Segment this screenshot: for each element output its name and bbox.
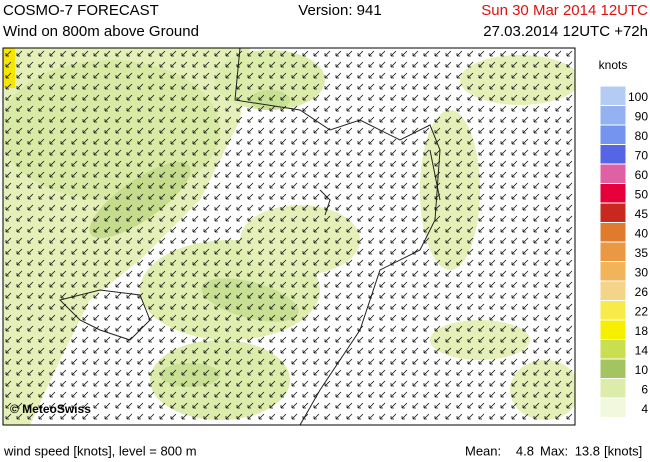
footer-unit: [knots] <box>604 443 642 458</box>
legend-label: 22 <box>635 304 649 318</box>
legend-label: 50 <box>635 187 649 201</box>
footer-description: wind speed [knots], level = 800 m <box>3 443 197 458</box>
title: COSMO-7 FORECAST <box>3 2 159 19</box>
legend-label: 70 <box>635 148 649 162</box>
legend-label: 100 <box>628 90 648 104</box>
legend-swatch <box>599 163 627 184</box>
legend-label: 40 <box>635 226 649 240</box>
version: Version: 941 <box>298 2 381 19</box>
legend-swatch <box>599 397 627 418</box>
legend-swatch <box>599 378 627 399</box>
legend-swatch <box>599 261 627 282</box>
legend: knots 100 90 80 70 60 50 45 40 35 30 26 22 18 14 10 6 4 <box>599 58 649 418</box>
mean-label: Mean: <box>465 443 501 458</box>
run-time: 27.03.2014 12UTC +72h <box>483 23 648 40</box>
legend-swatch <box>599 319 627 340</box>
legend-swatch <box>599 183 627 204</box>
legend-label: 14 <box>635 343 649 357</box>
map-frame <box>2 47 576 426</box>
legend-label: 45 <box>635 207 649 221</box>
legend-unit: knots <box>599 58 628 72</box>
legend-swatch <box>599 339 627 360</box>
legend-swatch <box>599 144 627 165</box>
legend-swatch <box>599 124 627 145</box>
legend-swatch <box>599 241 627 262</box>
legend-swatch <box>599 358 627 379</box>
legend-label: 10 <box>635 363 649 377</box>
legend-label: 18 <box>635 324 649 338</box>
legend-swatch <box>599 202 627 223</box>
map: © MeteoSwiss <box>3 48 575 425</box>
subtitle: Wind on 800m above Ground <box>3 23 199 40</box>
legend-swatch <box>599 222 627 243</box>
legend-label: 60 <box>635 168 649 182</box>
legend-label: 26 <box>635 285 649 299</box>
mean-value: 4.8 <box>516 443 534 458</box>
wind-arrows <box>3 48 575 425</box>
legend-label: 30 <box>635 265 649 279</box>
legend-label: 90 <box>635 109 649 123</box>
valid-time: Sun 30 Mar 2014 12UTC <box>481 2 648 19</box>
legend-label: 80 <box>635 129 649 143</box>
legend-swatch <box>599 280 627 301</box>
max-label: Max: <box>540 443 568 458</box>
legend-swatch <box>599 300 627 321</box>
credit: © MeteoSwiss <box>10 402 91 416</box>
legend-label: 35 <box>635 246 649 260</box>
legend-label: 4 <box>641 402 648 416</box>
legend-label: 6 <box>641 382 648 396</box>
legend-swatch <box>599 85 627 106</box>
max-value: 13.8 <box>575 443 600 458</box>
legend-swatch <box>599 105 627 126</box>
